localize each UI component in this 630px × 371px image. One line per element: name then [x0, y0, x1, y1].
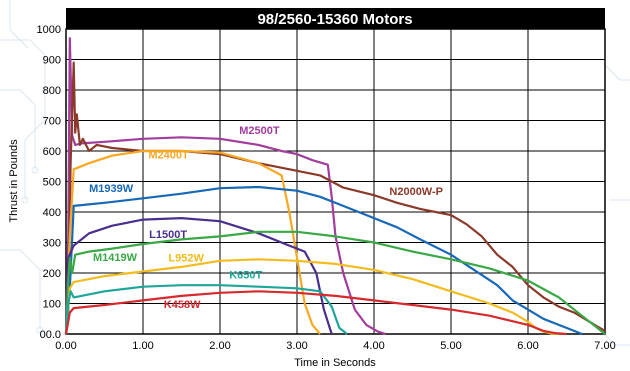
series-label-n2000w-p: N2000W-P	[389, 186, 443, 198]
y-tick-label: 900	[43, 55, 61, 67]
x-axis-ticks: 0.00 1.00 2.00 3.00 4.00 5.00 6.00 7.00	[55, 340, 615, 352]
x-tick-label: 0.00	[55, 340, 76, 352]
x-tick-label: 1.00	[132, 340, 153, 352]
chart-title: 98/2560-15360 Motors	[257, 11, 412, 28]
series-line-m2500t	[64, 37, 386, 336]
y-tick-label: 600	[43, 146, 61, 158]
series-line-l1500t	[64, 217, 333, 335]
y-tick-label: 500	[43, 177, 61, 189]
y-axis-ticks: 00.0 100 200 300 400 500 600 700 800 900 1000	[37, 24, 61, 341]
y-tick-label: 200	[43, 268, 61, 280]
series-line-m1419w	[64, 230, 606, 335]
series-label-m2400t: M2400T	[148, 150, 189, 162]
series-labels: M2500T M2400T M1939W N2000W-P L1500T M1419W L9…	[89, 125, 443, 311]
y-tick-label: 00.0	[40, 329, 61, 341]
x-tick-label: 5.00	[440, 340, 461, 352]
series-label-m2500t: M2500T	[239, 125, 280, 137]
x-tick-label: 4.00	[363, 340, 384, 352]
x-tick-label: 6.00	[517, 340, 538, 352]
y-axis-title: Thrust in Pounds	[8, 139, 20, 223]
series-line-k458w	[64, 290, 567, 336]
series-line-k650t	[64, 284, 348, 335]
series-label-l952w: L952W	[168, 253, 204, 265]
y-tick-label: 100	[43, 299, 61, 311]
y-tick-label: 400	[43, 207, 61, 219]
series-layer	[64, 37, 606, 336]
series-label-m1419w: M1419W	[93, 252, 138, 264]
y-tick-label: 800	[43, 85, 61, 97]
y-tick-label: 300	[43, 238, 61, 250]
title-bar	[66, 8, 605, 29]
series-line-m1939w	[64, 185, 583, 336]
x-tick-label: 3.00	[286, 340, 307, 352]
series-line-n2000w-p	[64, 61, 606, 335]
series-label-k458w: K458W	[164, 299, 201, 311]
series-label-k650t: K650T	[229, 269, 262, 281]
x-axis-title: Time in Seconds	[294, 357, 376, 369]
y-tick-label: 1000	[37, 24, 61, 36]
x-tick-label: 2.00	[209, 340, 230, 352]
y-tick-label: 700	[43, 116, 61, 128]
x-tick-label: 7.00	[594, 340, 615, 352]
series-label-l1500t: L1500T	[149, 229, 187, 241]
series-label-m1939w: M1939W	[89, 183, 134, 195]
